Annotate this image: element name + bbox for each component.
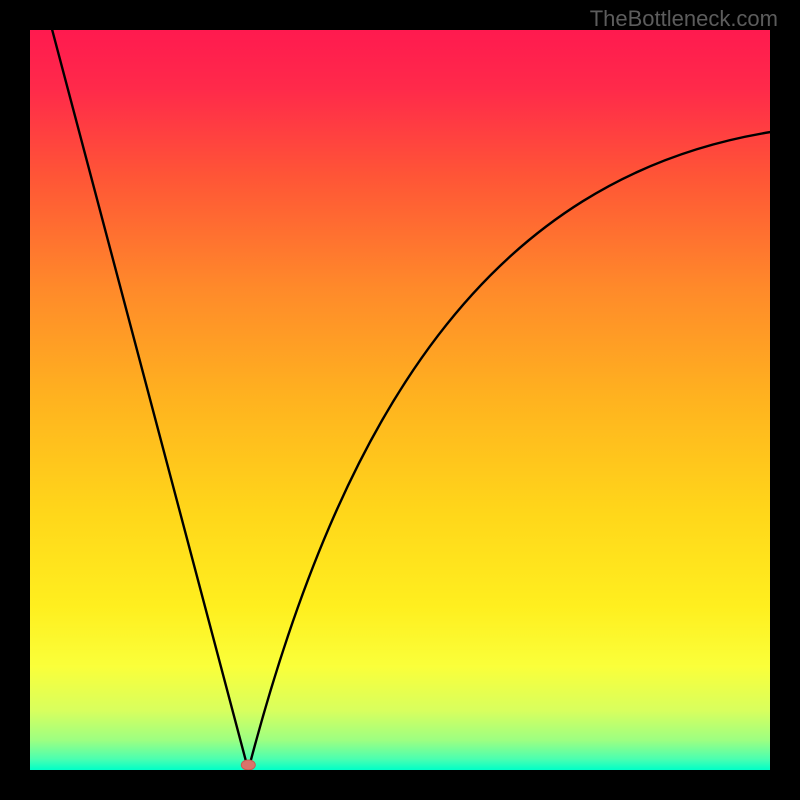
plot-area: [30, 30, 770, 770]
chart-frame: TheBottleneck.com: [0, 0, 800, 800]
watermark-text: TheBottleneck.com: [590, 6, 778, 32]
minimum-marker: [241, 760, 255, 770]
chart-svg: [30, 30, 770, 770]
gradient-background: [30, 30, 770, 770]
